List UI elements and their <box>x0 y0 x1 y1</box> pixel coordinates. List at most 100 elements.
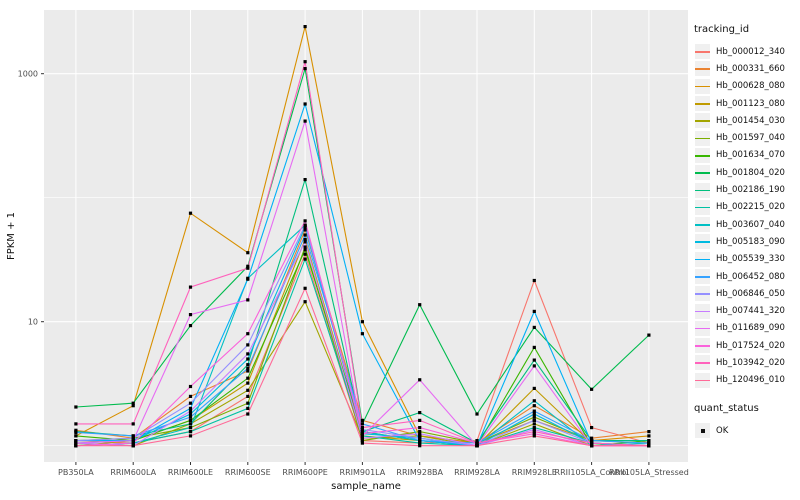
data-point <box>532 409 536 413</box>
data-point <box>246 376 250 380</box>
series-color-line-icon <box>695 154 710 157</box>
series-color-line-icon <box>695 206 710 209</box>
series-color-line-icon <box>695 327 710 330</box>
legend-line-key <box>695 113 710 129</box>
legend-entry: Hb_000012_340 <box>692 43 798 60</box>
x-tick-label: RRII105LA_Control <box>555 468 629 477</box>
data-point <box>131 444 135 448</box>
data-point <box>188 324 193 328</box>
data-point <box>418 441 422 445</box>
x-tick-label: RRIM600SE <box>225 468 271 477</box>
data-point <box>360 332 364 336</box>
data-point <box>647 430 651 434</box>
data-point <box>360 426 364 430</box>
legend-entry: Hb_000331_660 <box>692 60 798 77</box>
legend-entry-label: Hb_002186_190 <box>716 185 785 196</box>
quant-status-title: quant_status <box>694 402 759 414</box>
data-point <box>360 432 364 436</box>
legend-entry: Hb_120496_010 <box>692 372 798 389</box>
data-point <box>188 422 193 426</box>
data-point <box>303 178 307 182</box>
legend-entry: Hb_000628_080 <box>692 78 798 95</box>
data-point <box>532 399 536 403</box>
data-point <box>74 422 78 426</box>
legend-entry-label: Hb_005539_330 <box>716 254 785 265</box>
legend-entry-label: Hb_001123_080 <box>716 98 785 109</box>
data-point <box>475 412 479 416</box>
data-point <box>131 439 135 443</box>
data-point <box>246 363 250 367</box>
data-point <box>246 388 250 392</box>
data-point <box>532 432 536 436</box>
data-point <box>532 404 536 408</box>
data-point <box>418 411 422 415</box>
legend-entry-label: Hb_001597_040 <box>716 133 785 144</box>
data-point <box>647 333 651 337</box>
data-point <box>246 366 250 370</box>
data-point <box>74 434 78 438</box>
data-point <box>360 434 364 438</box>
series-color-line-icon <box>695 120 710 122</box>
data-point <box>360 436 364 440</box>
data-point <box>418 439 422 443</box>
data-point <box>246 298 250 302</box>
legend-entry: Hb_005183_090 <box>692 233 798 250</box>
data-point <box>532 309 536 313</box>
legend-line-key <box>695 234 710 250</box>
ok-point-key <box>695 423 710 439</box>
legend-entry: Hb_002215_020 <box>692 199 798 216</box>
series-color-line-icon <box>695 103 710 105</box>
data-point <box>475 444 479 448</box>
series-color-line-icon <box>695 68 710 71</box>
data-point <box>303 240 307 244</box>
data-point <box>590 387 594 391</box>
legend-entry: Hb_001597_040 <box>692 129 798 146</box>
series-color-line-icon <box>695 362 710 365</box>
series-color-line-icon <box>695 379 710 382</box>
data-point <box>647 434 651 438</box>
data-point <box>590 426 594 430</box>
data-point <box>418 434 422 438</box>
legend-line-key <box>695 269 710 284</box>
quant-status-legend: quant_status OK <box>692 403 798 439</box>
legend-entry-label: Hb_120496_010 <box>716 375 785 386</box>
data-point <box>188 409 193 413</box>
legend-entry: Hb_006846_050 <box>692 285 798 302</box>
data-point <box>647 441 651 445</box>
data-point <box>303 248 307 252</box>
data-point <box>360 427 364 432</box>
data-point <box>303 225 307 229</box>
data-point <box>303 252 307 256</box>
legend-entry-label: Hb_003607_040 <box>716 219 785 230</box>
series-color-line-icon <box>695 172 710 174</box>
series-color-line-icon <box>695 293 710 295</box>
data-point <box>360 430 364 434</box>
legend-line-key <box>695 61 710 77</box>
data-point <box>246 352 250 356</box>
legend-entry-label: Hb_000012_340 <box>716 46 785 57</box>
data-point <box>647 439 651 443</box>
legend-line-key <box>695 165 710 181</box>
legend-title: tracking_id <box>694 24 750 35</box>
data-point <box>647 444 651 448</box>
data-point <box>532 418 536 422</box>
series-color-line-icon <box>695 276 710 278</box>
data-point <box>532 358 536 362</box>
legend-line-key <box>695 182 710 198</box>
data-point <box>131 404 135 408</box>
data-point <box>532 412 536 416</box>
data-point <box>303 233 307 237</box>
data-point <box>360 441 364 445</box>
data-point <box>418 426 422 430</box>
legend-line-key <box>695 303 710 319</box>
data-point <box>303 223 307 227</box>
y-tick-label: 1000 <box>18 70 38 79</box>
data-point <box>532 325 536 329</box>
data-point <box>188 384 193 389</box>
data-point <box>188 211 193 215</box>
data-point <box>131 441 135 445</box>
data-point <box>74 444 78 448</box>
x-axis-title: sample_name <box>331 481 401 492</box>
